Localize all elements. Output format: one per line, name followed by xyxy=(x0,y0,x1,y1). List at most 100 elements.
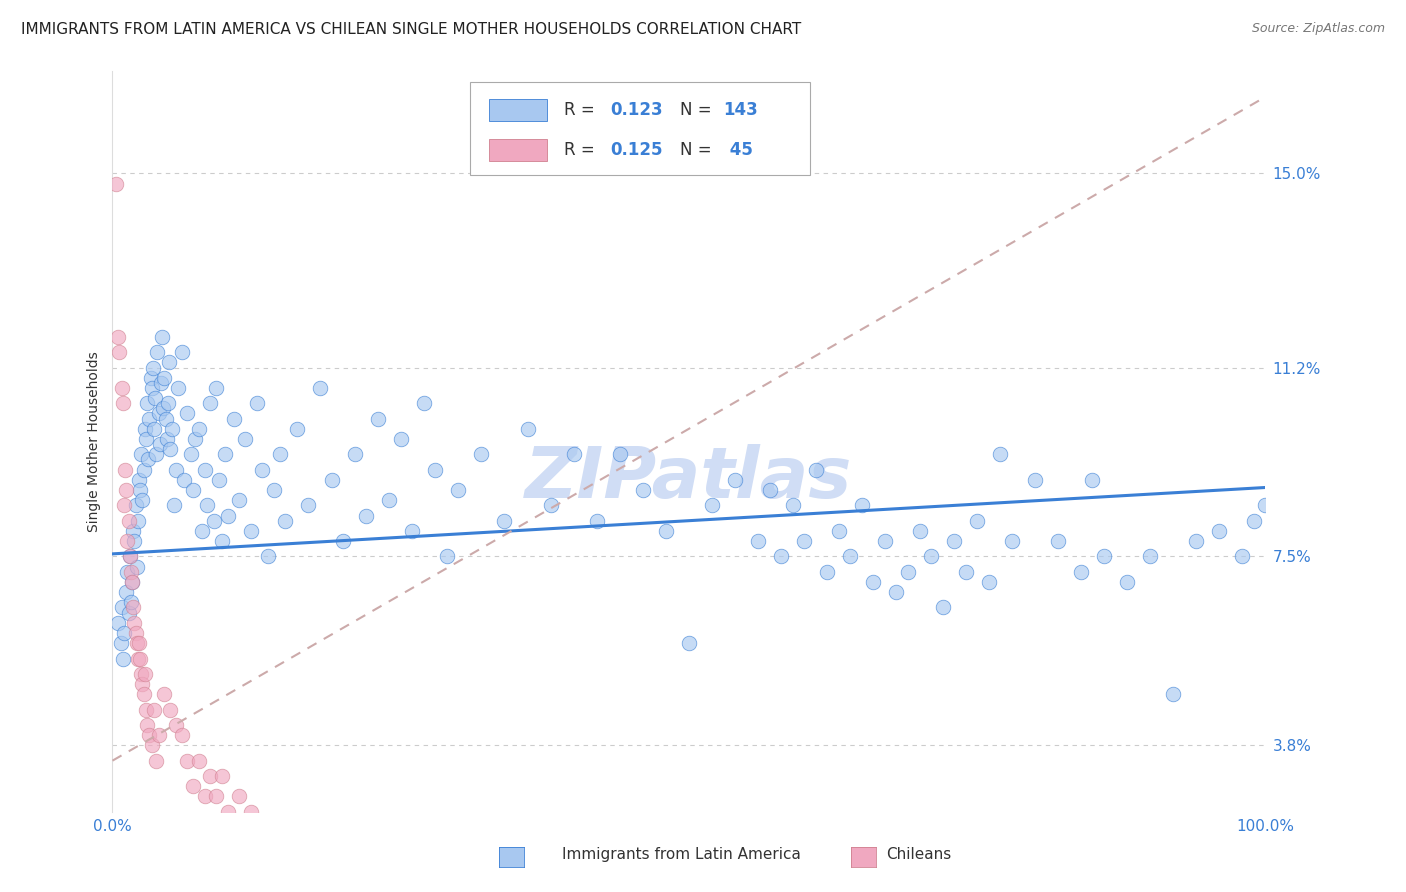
Point xyxy=(815,565,838,579)
Point xyxy=(170,345,193,359)
Point xyxy=(1081,473,1104,487)
Point xyxy=(233,432,256,446)
Point xyxy=(111,381,134,395)
Point xyxy=(135,432,157,446)
Point xyxy=(269,447,291,461)
Text: 0.123: 0.123 xyxy=(610,101,664,119)
Point xyxy=(111,600,134,615)
Point xyxy=(897,565,920,579)
Point xyxy=(124,499,146,513)
Text: 143: 143 xyxy=(724,101,758,119)
Point xyxy=(828,524,851,538)
Point xyxy=(117,534,139,549)
Point xyxy=(143,391,166,405)
Point xyxy=(389,432,412,446)
Point xyxy=(222,411,245,425)
Point xyxy=(132,687,155,701)
Point xyxy=(200,396,222,410)
Point xyxy=(127,651,149,665)
Point xyxy=(108,345,131,359)
Point xyxy=(804,462,827,476)
Point xyxy=(117,606,139,620)
Point xyxy=(1070,565,1092,579)
Y-axis label: Single Mother Households: Single Mother Households xyxy=(87,351,101,532)
Point xyxy=(200,769,222,783)
Point xyxy=(128,473,150,487)
Point xyxy=(1161,687,1184,701)
Point xyxy=(145,447,167,461)
Point xyxy=(143,703,166,717)
Point xyxy=(425,462,447,476)
Text: N =: N = xyxy=(679,101,717,119)
Point xyxy=(747,534,769,549)
Point xyxy=(184,432,207,446)
Point xyxy=(470,447,492,461)
Point xyxy=(1232,549,1254,564)
Point xyxy=(159,442,181,457)
Point xyxy=(124,615,146,630)
Point xyxy=(111,396,134,410)
Point xyxy=(966,514,988,528)
Point xyxy=(678,636,700,650)
Point xyxy=(129,666,153,681)
Point xyxy=(111,651,134,665)
Point xyxy=(1116,574,1139,589)
Point xyxy=(194,789,217,804)
Point xyxy=(412,396,434,410)
Point xyxy=(1254,499,1277,513)
Point xyxy=(152,401,174,416)
Point xyxy=(239,805,262,819)
Point xyxy=(115,585,138,599)
Point xyxy=(146,345,169,359)
Point xyxy=(343,447,366,461)
Point xyxy=(122,524,145,538)
Point xyxy=(176,407,198,421)
Point xyxy=(609,447,631,461)
Point xyxy=(955,565,977,579)
Point xyxy=(176,754,198,768)
Point xyxy=(214,447,236,461)
Point xyxy=(1139,549,1161,564)
Point xyxy=(211,769,233,783)
Text: R =: R = xyxy=(564,101,600,119)
Point xyxy=(138,411,160,425)
Point xyxy=(157,355,180,369)
Point xyxy=(782,499,804,513)
Point xyxy=(562,447,585,461)
Point xyxy=(141,381,163,395)
Point xyxy=(180,447,202,461)
Point xyxy=(134,666,156,681)
Point xyxy=(655,524,678,538)
Point xyxy=(129,447,153,461)
Point xyxy=(793,534,815,549)
Point xyxy=(908,524,931,538)
Bar xyxy=(489,99,547,121)
Point xyxy=(117,514,139,528)
Point xyxy=(274,514,297,528)
Point xyxy=(205,789,228,804)
Point xyxy=(167,381,190,395)
Point xyxy=(228,789,250,804)
Point xyxy=(153,370,176,384)
Point xyxy=(700,499,723,513)
Point xyxy=(155,411,177,425)
Point xyxy=(1243,514,1265,528)
Point xyxy=(354,508,377,523)
Point xyxy=(217,805,239,819)
Point xyxy=(125,559,148,574)
Point xyxy=(297,499,319,513)
Bar xyxy=(489,139,547,161)
Point xyxy=(149,376,172,390)
Point xyxy=(211,534,233,549)
Point xyxy=(228,493,250,508)
Point xyxy=(851,499,873,513)
Point xyxy=(173,473,195,487)
Point xyxy=(540,499,562,513)
Text: N =: N = xyxy=(679,141,717,159)
FancyBboxPatch shape xyxy=(470,82,810,175)
Point xyxy=(1092,549,1115,564)
Point xyxy=(104,177,127,191)
Point xyxy=(191,524,214,538)
Point xyxy=(165,462,187,476)
Point xyxy=(136,718,159,732)
